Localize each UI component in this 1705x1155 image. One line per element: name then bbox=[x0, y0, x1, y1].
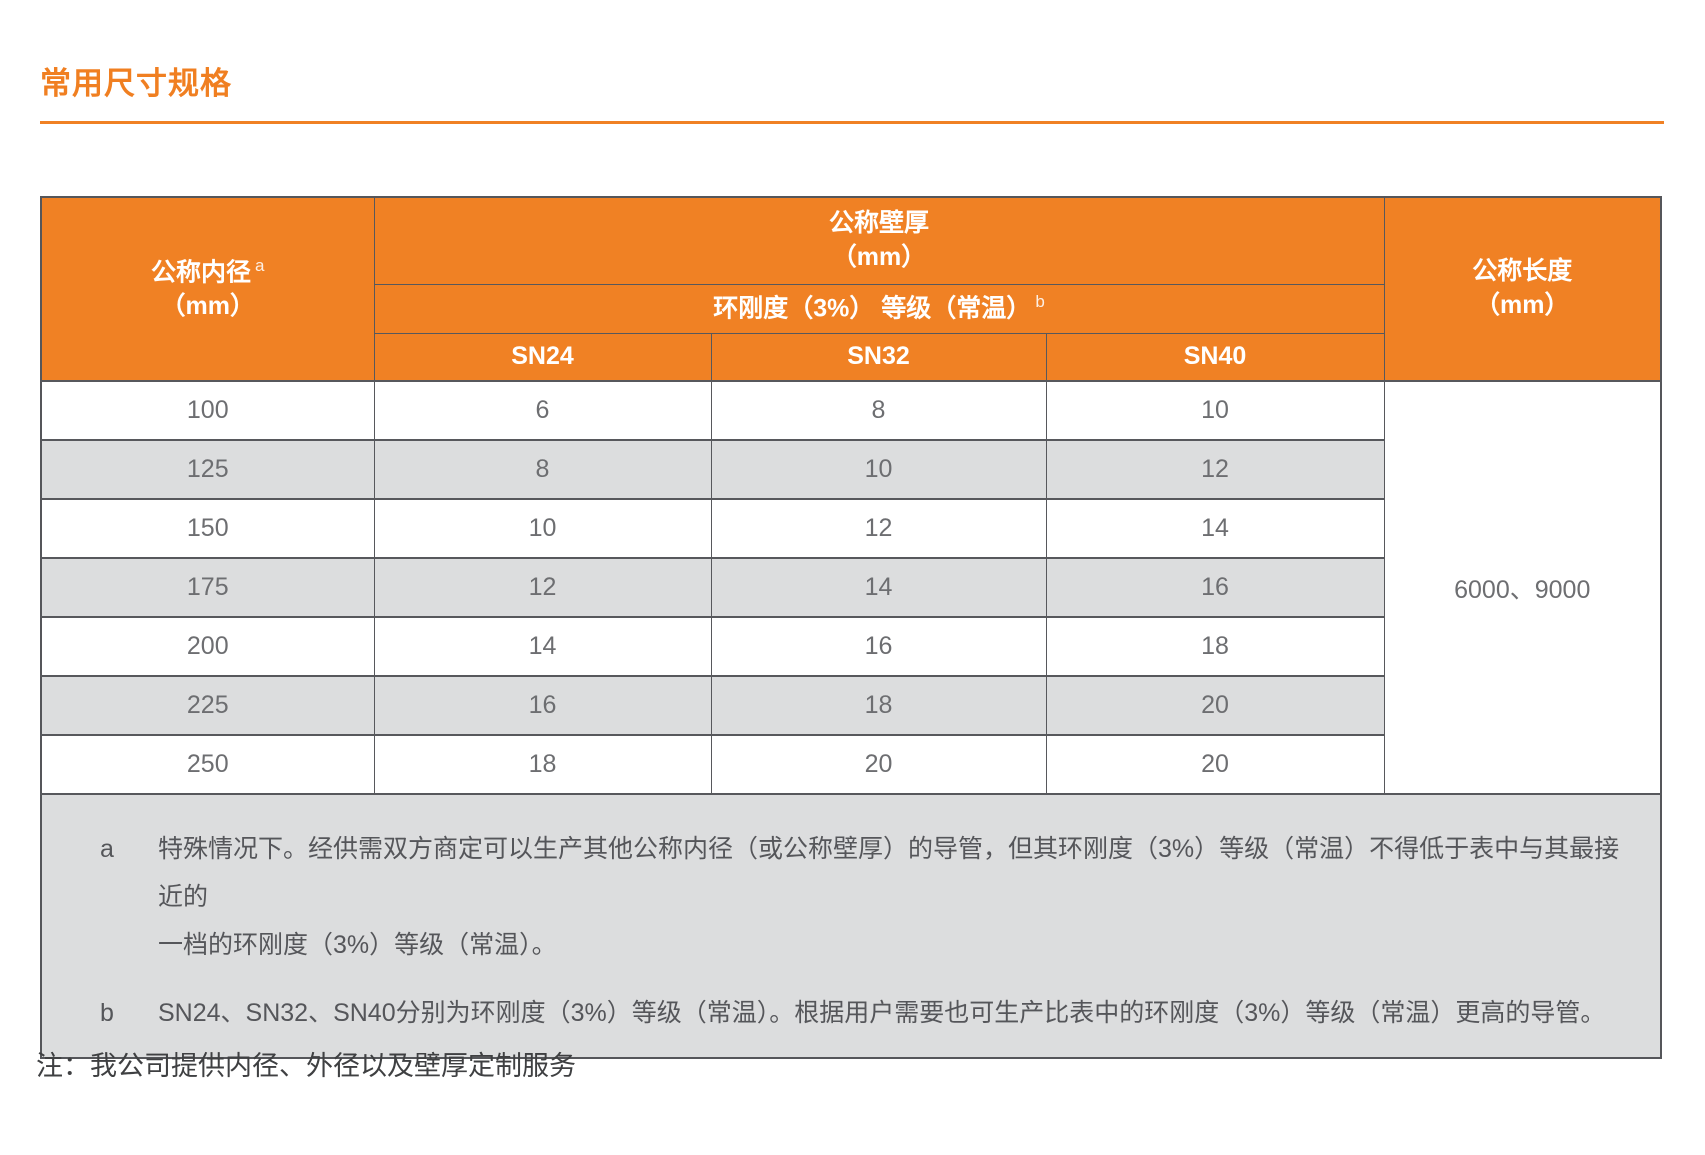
header-sn40: SN40 bbox=[1045, 332, 1385, 382]
header-wall-thickness-unit: （mm） bbox=[831, 242, 927, 271]
cell-sn40: 14 bbox=[1045, 498, 1385, 559]
cell-sn40: 18 bbox=[1045, 616, 1385, 677]
footnote-b: b SN24、SN32、SN40分别为环刚度（3%）等级（常温）。根据用户需要也… bbox=[100, 989, 1630, 1037]
table-row: 175 12 14 16 bbox=[40, 557, 1661, 618]
table-row: 100 6 8 10 6000、9000 bbox=[40, 380, 1662, 795]
cell-diameter: 200 bbox=[40, 616, 375, 677]
table-row: 250 18 20 20 bbox=[40, 734, 1661, 795]
page-title: 常用尺寸规格 bbox=[40, 66, 232, 101]
cell-sn32: 14 bbox=[710, 557, 1047, 618]
header-row-2: 环刚度（3%） 等级（常温） b bbox=[41, 283, 1661, 334]
cell-sn32: 18 bbox=[710, 675, 1047, 736]
cell-sn32: 20 bbox=[710, 734, 1047, 795]
cell-diameter: 225 bbox=[40, 675, 375, 736]
footnote-a-line1: 特殊情况下。经供需双方商定可以生产其他公称内径（或公称壁厚）的导管，但其环刚度（… bbox=[158, 835, 1620, 911]
footnote-a-line2: 一档的环刚度（3%）等级（常温）。 bbox=[158, 931, 557, 959]
footnote-b-line1: SN24、SN32、SN40分别为环刚度（3%）等级（常温）。根据用户需要也可生… bbox=[158, 999, 1606, 1027]
header-inner-diameter-unit: （mm） bbox=[160, 291, 255, 320]
cell-sn32: 16 bbox=[710, 616, 1047, 677]
footnote-b-text: SN24、SN32、SN40分别为环刚度（3%）等级（常温）。根据用户需要也可生… bbox=[158, 989, 1605, 1037]
footnotes-cell: a 特殊情况下。经供需双方商定可以生产其他公称内径（或公称壁厚）的导管，但其环刚… bbox=[40, 793, 1662, 1059]
cell-sn40: 20 bbox=[1045, 675, 1385, 736]
header-sn32: SN32 bbox=[710, 332, 1047, 382]
header-length-label: 公称长度 bbox=[1472, 257, 1573, 286]
cell-sn40: 20 bbox=[1045, 734, 1385, 795]
table-row: 125 8 10 12 bbox=[40, 439, 1661, 500]
header-row-3: SN24 SN32 SN40 bbox=[41, 332, 1661, 382]
header-sn24: SN24 bbox=[373, 332, 712, 382]
header-inner-diameter: 公称内径 a （mm） bbox=[40, 196, 375, 382]
header-length: 公称长度 （mm） bbox=[1383, 196, 1662, 382]
cell-sn24: 12 bbox=[373, 557, 712, 618]
cell-sn40: 12 bbox=[1045, 439, 1385, 500]
table-row: 150 10 12 14 bbox=[40, 498, 1661, 559]
customization-note: 注：我公司提供内径、外径以及壁厚定制服务 bbox=[36, 1051, 576, 1081]
footnote-mark-b: b bbox=[1035, 291, 1045, 311]
cell-sn32: 12 bbox=[710, 498, 1047, 559]
cell-diameter: 150 bbox=[40, 498, 375, 559]
spec-table: 公称内径 a （mm） 公称壁厚 （mm） 公称长度 （mm） 环刚度（3%） 等… bbox=[40, 196, 1662, 1059]
header-row-1: 公称内径 a （mm） 公称壁厚 （mm） 公称长度 （mm） bbox=[40, 196, 1662, 382]
cell-sn24: 18 bbox=[373, 734, 712, 795]
cell-sn24: 10 bbox=[373, 498, 712, 559]
table-row: 225 16 18 20 bbox=[40, 675, 1661, 736]
footnote-mark-a: a bbox=[255, 255, 265, 275]
cell-diameter: 125 bbox=[40, 439, 375, 500]
header-inner-diameter-line1: 公称内径 a bbox=[42, 255, 374, 290]
header-ring-stiffness: 环刚度（3%） 等级（常温） b bbox=[373, 283, 1385, 334]
footnote-a-text: 特殊情况下。经供需双方商定可以生产其他公称内径（或公称壁厚）的导管，但其环刚度（… bbox=[158, 825, 1630, 969]
cell-sn24: 16 bbox=[373, 675, 712, 736]
title-underline bbox=[40, 121, 1664, 124]
cell-sn24: 6 bbox=[373, 380, 712, 441]
header-wall-thickness: 公称壁厚 （mm） bbox=[373, 196, 1385, 285]
cell-diameter: 175 bbox=[40, 557, 375, 618]
cell-sn24: 14 bbox=[373, 616, 712, 677]
header-ring-stiffness-label: 环刚度（3%） 等级（常温） bbox=[713, 294, 1032, 323]
footnote-a-label: a bbox=[100, 835, 114, 863]
header-inner-diameter-label: 公称内径 bbox=[151, 257, 252, 286]
cell-sn40: 16 bbox=[1045, 557, 1385, 618]
cell-diameter: 100 bbox=[40, 380, 375, 441]
footnote-a: a 特殊情况下。经供需双方商定可以生产其他公称内径（或公称壁厚）的导管，但其环刚… bbox=[100, 825, 1630, 969]
cell-sn40: 10 bbox=[1045, 380, 1385, 441]
cell-sn32: 10 bbox=[710, 439, 1047, 500]
cell-length-merged: 6000、9000 bbox=[1383, 380, 1662, 795]
cell-sn24: 8 bbox=[373, 439, 712, 500]
cell-sn32: 8 bbox=[710, 380, 1047, 441]
footnote-b-label: b bbox=[100, 999, 114, 1027]
header-wall-thickness-label: 公称壁厚 bbox=[828, 209, 929, 237]
header-length-unit: （mm） bbox=[1475, 291, 1570, 319]
footnotes-row: a 特殊情况下。经供需双方商定可以生产其他公称内径（或公称壁厚）的导管，但其环刚… bbox=[40, 793, 1662, 1059]
table-row: 200 14 16 18 bbox=[40, 616, 1661, 677]
cell-diameter: 250 bbox=[40, 734, 375, 795]
